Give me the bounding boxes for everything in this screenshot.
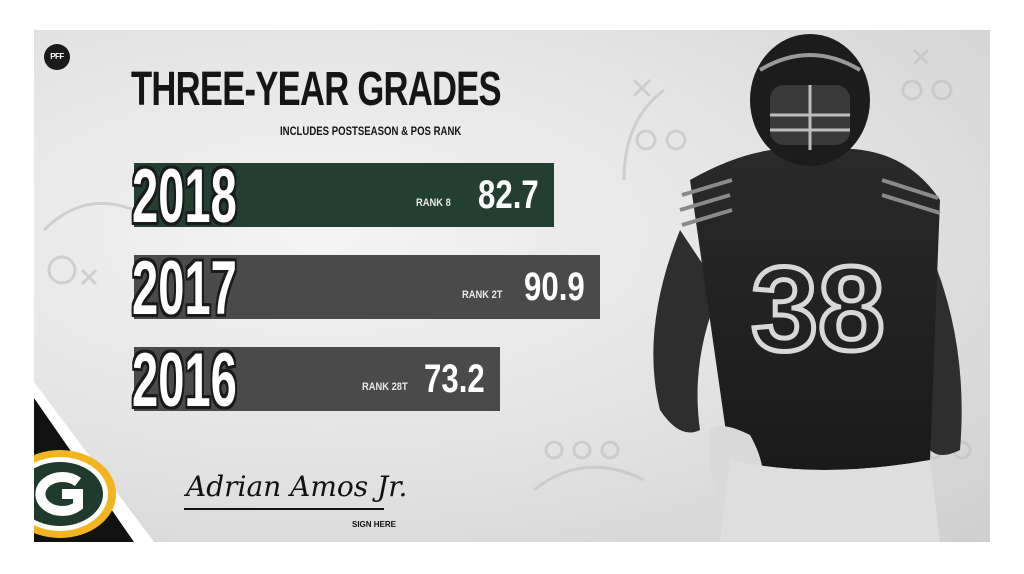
- rank-label: RANK 2T: [462, 289, 503, 301]
- bar-2017: [134, 255, 600, 319]
- rank-label: RANK 8: [416, 197, 451, 209]
- bar-2018: [134, 163, 554, 227]
- grade-value: 73.2: [424, 357, 485, 401]
- play-diagram-background: [42, 48, 972, 492]
- team-logo-corner: [34, 382, 154, 542]
- year-label: 2016: [132, 338, 237, 423]
- year-label: 2017: [132, 246, 237, 331]
- grade-value: 82.7: [478, 173, 539, 217]
- pff-logo: PFF: [44, 44, 70, 70]
- rank-label: RANK 28T: [362, 381, 408, 393]
- player-signature: Adrian Amos Jr.: [186, 470, 408, 503]
- year-label: 2018: [132, 154, 237, 239]
- sign-here-label: SIGN HERE: [352, 520, 397, 529]
- graphic-card: 38 PFF THREE-YEAR GRADES INCLUDES POSTSE…: [34, 30, 990, 542]
- jersey-number: 38: [751, 242, 884, 376]
- grade-value: 90.9: [524, 265, 585, 309]
- chart-title: THREE-YEAR GRADES: [131, 63, 502, 116]
- bar-2016: [134, 347, 500, 411]
- signature-line: [184, 508, 384, 510]
- bar-group: 2018 82.7 RANK 8 2017 90.9 RANK 2T 2016 73.2 RAN…: [34, 30, 990, 542]
- chart-subtitle: INCLUDES POSTSEASON & POS RANK: [280, 124, 462, 138]
- player-photo: 38: [653, 34, 962, 542]
